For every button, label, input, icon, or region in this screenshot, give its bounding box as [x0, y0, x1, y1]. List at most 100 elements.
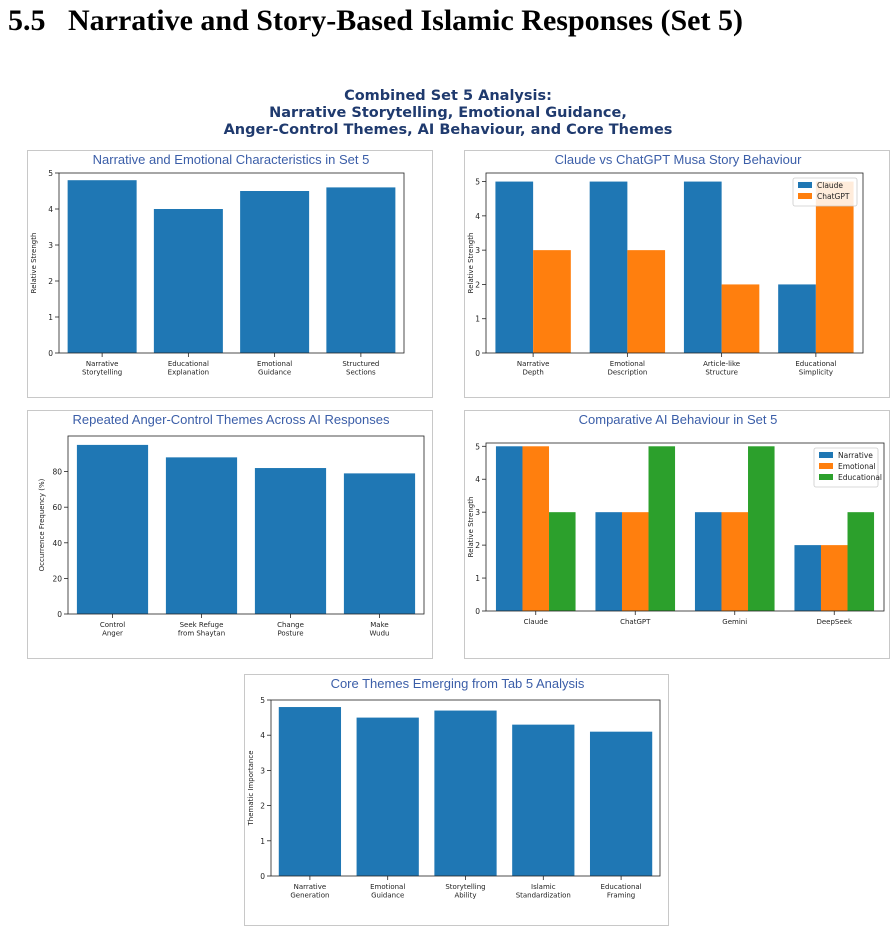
- legend: Narrative Emotional Educational: [813, 447, 882, 488]
- x-tick-label: Anger: [102, 630, 123, 638]
- y-tick-label: 20: [52, 574, 62, 583]
- y-tick-label: 4: [475, 475, 480, 484]
- y-axis-label: Occurrence Frequency (%): [38, 478, 46, 571]
- y-tick-label: 4: [475, 212, 480, 221]
- x-tick-label: Wudu: [370, 630, 390, 638]
- x-tick-label: Generation: [290, 892, 329, 900]
- y-tick-label: 40: [52, 539, 62, 548]
- chart-title: Claude vs ChatGPT Musa Story Behaviour: [555, 152, 803, 167]
- plot-frame: [67, 435, 425, 615]
- chart-title: Comparative AI Behaviour in Set 5: [579, 412, 778, 427]
- x-tick-label: Sections: [346, 369, 376, 377]
- x-tick-label: Educational: [601, 883, 642, 891]
- suptitle-line-3: Anger-Control Themes, AI Behaviour, and …: [223, 122, 673, 138]
- chart-1-svg: Narrative and Emotional Characteristics …: [30, 152, 405, 377]
- x-tick-label: ChatGPT: [620, 618, 651, 626]
- chart-panel-2: Claude vs ChatGPT Musa Story Behaviour 0 1…: [464, 150, 890, 398]
- y-tick-label: 4: [48, 205, 53, 214]
- y-tick-label: 5: [260, 696, 265, 705]
- bar: [595, 512, 622, 611]
- y-tick-label: 2: [475, 280, 480, 289]
- legend-swatch: [819, 463, 833, 469]
- bar: [434, 710, 497, 876]
- bar: [533, 250, 571, 353]
- bar: [648, 446, 676, 611]
- y-axis-label: Relative Strength: [467, 233, 475, 294]
- x-tick-label: Narrative: [517, 360, 550, 368]
- x-tick-label: Depth: [522, 369, 543, 377]
- y-tick-label: 0: [475, 607, 480, 616]
- bar: [240, 191, 310, 353]
- bar: [694, 512, 722, 611]
- section-title: Narrative and Story-Based Islamic Respon…: [68, 4, 743, 37]
- x-tick-label: Explanation: [168, 369, 209, 377]
- y-tick-label: 0: [260, 872, 265, 881]
- bar: [820, 545, 848, 611]
- bar: [254, 468, 327, 614]
- legend-swatch: [798, 193, 812, 199]
- x-tick-label: Claude: [524, 618, 548, 626]
- chart-5-svg: Core Themes Emerging from Tab 5 Analysis…: [247, 676, 661, 900]
- bar: [67, 180, 137, 353]
- legend-label: Educational: [838, 473, 882, 482]
- bar: [721, 512, 749, 611]
- bar: [794, 545, 821, 611]
- y-tick-label: 5: [475, 442, 480, 451]
- legend-swatch: [819, 474, 833, 480]
- x-tick-label: Posture: [277, 630, 303, 638]
- x-tick-label: Gemini: [722, 618, 747, 626]
- y-tick-label: 2: [48, 277, 53, 286]
- bar: [683, 181, 722, 353]
- chart-2-svg: Claude vs ChatGPT Musa Story Behaviour 0 1…: [467, 152, 864, 377]
- y-tick-label: 2: [260, 802, 265, 811]
- bar: [589, 181, 628, 353]
- x-tick-label: Standardization: [516, 892, 571, 900]
- y-tick-label: 0: [57, 610, 62, 619]
- x-tick-label: Emotional: [370, 883, 405, 891]
- legend-label: Claude: [817, 181, 843, 190]
- bar: [76, 444, 149, 614]
- x-tick-label: from Shaytan: [178, 630, 225, 638]
- y-tick-label: 3: [475, 246, 480, 255]
- x-tick-label: Structure: [705, 369, 738, 377]
- bar: [778, 284, 816, 353]
- y-tick-label: 1: [475, 315, 480, 324]
- bar: [278, 707, 342, 876]
- y-axis-label: Relative Strength: [467, 497, 475, 558]
- chart-panel-5: Core Themes Emerging from Tab 5 Analysis…: [244, 674, 669, 926]
- bar: [589, 731, 653, 876]
- plot-frame: [485, 172, 864, 354]
- y-tick-label: 80: [52, 468, 62, 477]
- plot-frame: [58, 172, 405, 354]
- chart-title: Narrative and Emotional Characteristics …: [93, 152, 370, 167]
- bar: [153, 209, 223, 353]
- x-tick-label: DeepSeek: [816, 618, 853, 626]
- x-tick-label: Guidance: [258, 369, 291, 377]
- x-tick-label: Educational: [795, 360, 836, 368]
- x-tick-label: Make: [370, 621, 388, 629]
- bar: [627, 250, 666, 353]
- bar: [512, 724, 575, 876]
- y-tick-label: 3: [260, 766, 265, 775]
- x-tick-label: Change: [277, 621, 304, 629]
- y-tick-label: 3: [475, 508, 480, 517]
- bar: [748, 446, 775, 611]
- x-tick-label: Educational: [168, 360, 209, 368]
- y-tick-label: 2: [475, 541, 480, 550]
- x-tick-label: Structured: [342, 360, 379, 368]
- legend-label: ChatGPT: [817, 192, 850, 201]
- x-tick-label: Emotional: [610, 360, 645, 368]
- x-tick-label: Storytelling: [445, 883, 485, 891]
- bar: [549, 512, 576, 611]
- x-tick-label: Simplicity: [799, 369, 833, 377]
- y-axis-label: Thematic Importance: [247, 750, 255, 826]
- chart-panel-3: Repeated Anger-Control Themes Across AI …: [27, 410, 433, 659]
- figure-suptitle: Combined Set 5 Analysis: Narrative Story…: [0, 88, 896, 139]
- x-tick-label: Ability: [455, 892, 477, 900]
- chart-panel-4: Comparative AI Behaviour in Set 5 0 1 2 3 4 5 R…: [464, 410, 890, 659]
- chart-3-svg: Repeated Anger-Control Themes Across AI …: [38, 412, 425, 638]
- bar: [815, 181, 854, 353]
- y-tick-label: 0: [475, 349, 480, 358]
- chart-title: Repeated Anger-Control Themes Across AI …: [73, 412, 390, 427]
- x-tick-label: Seek Refuge: [180, 621, 224, 629]
